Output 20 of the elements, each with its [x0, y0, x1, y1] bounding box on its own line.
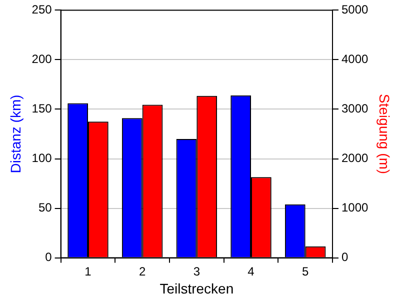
y2-axis-title: Steigung (m): [376, 94, 393, 174]
y-tick-label: 100: [32, 151, 52, 166]
y2-tick-label: 1000: [342, 200, 369, 215]
x-tick-label: 1: [84, 264, 92, 278]
y-tick-label: 0: [45, 250, 52, 264]
x-tick-label: 2: [138, 264, 146, 278]
x-tick-label: 4: [248, 264, 255, 278]
y-tick-label: 50: [38, 200, 52, 215]
x-tick-label: 5: [302, 264, 309, 278]
y2-tick-label: 5000: [342, 2, 369, 17]
x-axis-title: Teilstrecken: [160, 280, 234, 296]
y2-tick-label: 3000: [342, 102, 369, 116]
y-tick-label: 150: [32, 102, 52, 116]
y-tick-label: 200: [32, 52, 52, 66]
y-axis-title: Distanz (km): [7, 94, 24, 174]
y-tick-label: 250: [32, 2, 52, 17]
y2-tick-label: 4000: [342, 52, 369, 66]
y2-tick-label: 2000: [342, 151, 369, 166]
x-tick-label: 3: [193, 264, 200, 278]
y2-tick-label: 0: [342, 250, 349, 264]
